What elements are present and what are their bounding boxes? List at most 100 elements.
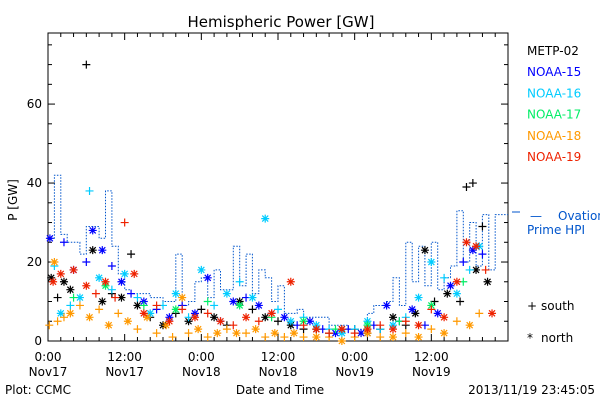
south-marker (452, 317, 461, 326)
north-marker (117, 277, 126, 286)
south-marker (427, 325, 436, 334)
south-marker (465, 265, 474, 274)
data-markers (45, 60, 497, 345)
north-marker (133, 301, 142, 310)
south-marker (197, 305, 206, 314)
south-marker (210, 301, 219, 310)
south-marker (274, 305, 282, 314)
y-tick-label: 0 (34, 334, 42, 348)
north-marker (69, 265, 78, 274)
south-marker (299, 333, 308, 342)
north-marker (56, 309, 65, 318)
x-tick-time-label: 12:00 (261, 350, 296, 364)
north-marker (414, 293, 423, 302)
north-marker (117, 293, 126, 302)
north-marker (56, 269, 65, 278)
south-marker (242, 329, 251, 338)
marker-legend-symbol: * (527, 331, 533, 345)
south-marker (82, 60, 91, 69)
north-marker (472, 242, 481, 251)
north-marker (95, 273, 104, 282)
south-marker (133, 325, 142, 334)
south-marker (280, 333, 289, 342)
north-marker (210, 313, 219, 322)
x-tick-date-label: Nov19 (412, 365, 451, 379)
legend-hpi-label-1: Ovation (558, 209, 600, 223)
south-marker (475, 309, 484, 318)
marker-legend-label: north (541, 331, 573, 345)
south-marker (254, 317, 263, 326)
north-marker (98, 297, 107, 306)
north-marker (389, 333, 397, 342)
south-marker (107, 285, 116, 294)
north-marker (143, 313, 152, 322)
north-marker (389, 313, 397, 322)
south-marker (274, 317, 282, 326)
north-marker (66, 285, 75, 294)
north-marker (50, 258, 59, 267)
south-marker (401, 329, 410, 338)
north-marker (75, 293, 84, 302)
legend-entry-noaa-18: NOAA-18 (527, 129, 581, 143)
legend-entry-noaa-16: NOAA-16 (527, 86, 581, 100)
north-marker (337, 337, 346, 345)
south-marker (75, 301, 84, 310)
south-marker (350, 329, 359, 338)
north-marker (222, 289, 231, 298)
north-marker (146, 309, 155, 318)
legend-entry-noaa-15: NOAA-15 (527, 65, 581, 79)
north-marker (465, 321, 474, 330)
south-marker (481, 265, 490, 274)
north-marker (414, 321, 423, 330)
north-marker (194, 325, 203, 334)
south-marker (59, 313, 68, 322)
south-marker (456, 297, 465, 306)
north-marker (462, 238, 471, 247)
north-marker (213, 329, 222, 338)
south-marker (66, 301, 75, 310)
north-marker (171, 289, 180, 298)
x-tick-date-label: Nov17 (29, 365, 68, 379)
legend-entry-metp-02: METP-02 (527, 44, 579, 58)
north-marker (414, 333, 423, 342)
south-marker (152, 301, 161, 310)
south-marker (114, 309, 123, 318)
south-marker (248, 305, 257, 314)
south-marker (376, 333, 385, 342)
north-marker (411, 309, 420, 318)
north-marker (389, 325, 397, 334)
south-marker (85, 186, 94, 195)
north-marker (251, 325, 260, 334)
legend-hpi-label-2: Prime HPI (527, 223, 585, 237)
north-marker (47, 273, 56, 282)
north-marker (101, 277, 110, 286)
south-marker (184, 329, 193, 338)
north-marker (120, 269, 129, 278)
y-tick-label: 40 (27, 176, 42, 190)
south-marker (59, 238, 68, 247)
south-marker (91, 289, 100, 298)
north-marker (363, 325, 372, 334)
north-marker (242, 313, 251, 322)
y-axis-label: P [GW] (6, 179, 20, 221)
north-marker (98, 246, 107, 255)
north-marker (203, 273, 212, 282)
legend-hpi-prefix: — (530, 209, 542, 223)
south-marker (478, 250, 487, 259)
south-marker (178, 305, 187, 314)
south-marker (45, 321, 54, 330)
north-marker (59, 277, 68, 286)
marker-legend-symbol: + (527, 299, 537, 313)
x-axis-label: Date and Time (236, 383, 324, 397)
south-marker (69, 293, 78, 302)
north-marker (286, 317, 295, 326)
marker-legend-label: south (541, 299, 575, 313)
north-marker (229, 297, 238, 306)
south-marker (203, 309, 212, 318)
north-marker (382, 301, 391, 310)
north-marker (197, 265, 206, 274)
south-marker (203, 297, 212, 306)
north-marker (88, 226, 97, 235)
y-tick-labels: 0 20 40 60 (27, 97, 42, 348)
north-marker (85, 313, 94, 322)
